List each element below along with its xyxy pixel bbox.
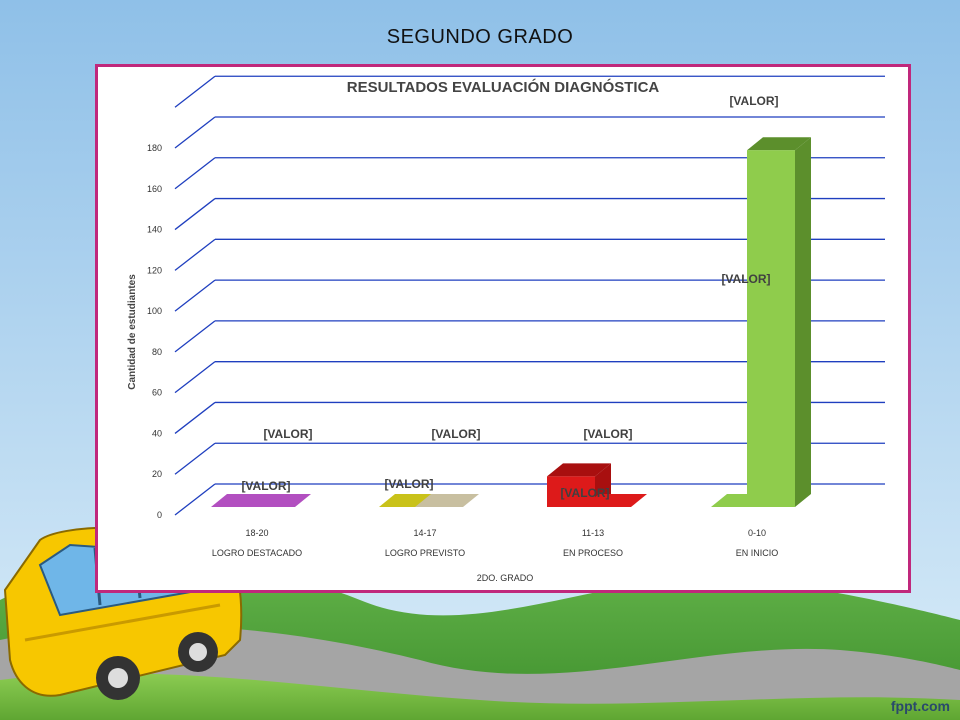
y-tick-label: 120 bbox=[147, 265, 162, 275]
gridline-diagonal bbox=[174, 361, 216, 394]
gridline-diagonal bbox=[174, 116, 216, 149]
gridline-diagonal bbox=[174, 75, 216, 108]
y-tick-label: 180 bbox=[147, 143, 162, 153]
gridline-diagonal bbox=[174, 483, 216, 516]
data-label: [VALOR] bbox=[721, 272, 770, 286]
bar-series2-2-top bbox=[415, 494, 479, 507]
y-tick-label: 60 bbox=[152, 388, 162, 398]
data-label: [VALOR] bbox=[560, 486, 609, 500]
gridline-diagonal bbox=[174, 279, 216, 312]
y-tick-label: 100 bbox=[147, 306, 162, 316]
bar-series2-3-top bbox=[583, 494, 647, 507]
y-tick-label: 0 bbox=[157, 510, 162, 520]
x-tick-label-range: 14-17 bbox=[413, 528, 436, 538]
gridline-diagonal bbox=[174, 198, 216, 231]
x-axis-label: 2DO. GRADO bbox=[477, 573, 534, 583]
x-tick-label-category: EN INICIO bbox=[736, 548, 779, 558]
y-axis-label: Cantidad de estudiantes bbox=[127, 274, 138, 390]
x-tick-label-range: 11-13 bbox=[582, 528, 604, 538]
data-label: [VALOR] bbox=[241, 479, 290, 493]
gridline-diagonal bbox=[174, 401, 216, 434]
bar-series2-4-side bbox=[795, 137, 811, 507]
watermark-text: fppt.com bbox=[890, 698, 950, 714]
bar-series2-2 bbox=[415, 494, 479, 507]
y-tick-label: 160 bbox=[147, 184, 162, 194]
gridline-diagonal bbox=[174, 442, 216, 475]
data-label: [VALOR] bbox=[729, 94, 778, 108]
data-label: [VALOR] bbox=[431, 427, 480, 441]
bar-series2-4-top bbox=[747, 137, 811, 151]
bar-series1-3-front bbox=[547, 476, 595, 507]
y-tick-label: 20 bbox=[152, 469, 162, 479]
gridline-diagonal bbox=[174, 157, 216, 190]
gridline-diagonal bbox=[174, 238, 216, 271]
bar-series2-3 bbox=[583, 494, 647, 507]
data-label: [VALOR] bbox=[583, 427, 632, 441]
data-label: [VALOR] bbox=[384, 477, 433, 491]
bar-series1-3-top bbox=[547, 463, 611, 477]
bar-series2-1 bbox=[247, 494, 311, 507]
x-tick-label-range: 0-10 bbox=[748, 528, 766, 538]
bar-series2-4 bbox=[747, 137, 811, 507]
y-tick-label: 40 bbox=[152, 428, 162, 438]
x-tick-label-category: LOGRO PREVISTO bbox=[385, 548, 465, 558]
chart-title: RESULTADOS EVALUACIÓN DIAGNÓSTICA bbox=[347, 78, 660, 96]
gridline-diagonal bbox=[174, 320, 216, 353]
x-tick-label-category: LOGRO DESTACADO bbox=[212, 548, 302, 558]
bar-series2-4-front bbox=[747, 150, 795, 507]
x-tick-label-range: 18-20 bbox=[245, 528, 268, 538]
bar-series2-1-top bbox=[247, 494, 311, 507]
y-tick-label: 80 bbox=[152, 347, 162, 357]
data-label: [VALOR] bbox=[263, 427, 312, 441]
y-tick-label: 140 bbox=[147, 225, 162, 235]
x-tick-label-category: EN PROCESO bbox=[563, 548, 623, 558]
slide-title: SEGUNDO GRADO bbox=[386, 26, 574, 48]
